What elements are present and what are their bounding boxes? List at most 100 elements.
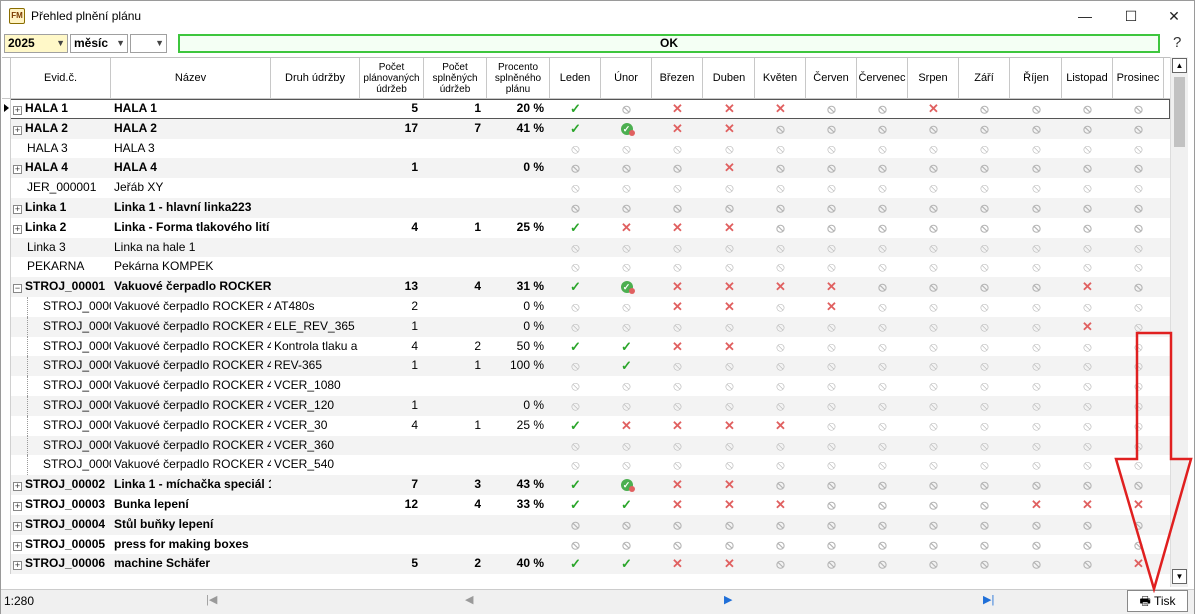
cell-month-status[interactable]: ⦸ (652, 436, 703, 456)
cell-month-status[interactable]: ⦸ (601, 178, 652, 198)
cell-month-status[interactable]: ⦸ (1011, 554, 1062, 574)
filter-select[interactable]: ▼ (130, 34, 167, 53)
cell-month-status[interactable]: ⦸ (704, 317, 755, 337)
cell-month-status[interactable]: ⦸ (1062, 515, 1113, 535)
expand-icon[interactable]: + (13, 520, 22, 531)
cell-month-status[interactable]: ⦸ (908, 277, 959, 297)
cell-month-status[interactable]: ⦸ (601, 158, 652, 178)
cell-month-status[interactable]: ⦸ (755, 376, 806, 396)
cell-month-status[interactable]: ⦸ (1011, 178, 1062, 198)
cell-month-status[interactable]: ⦸ (857, 535, 908, 555)
cell-month-status[interactable]: ⦸ (908, 139, 959, 159)
cell-month-status[interactable]: ✕ (704, 277, 755, 297)
cell-month-status[interactable]: ⦸ (601, 436, 652, 456)
cell-month-status[interactable]: ✕ (806, 297, 857, 317)
cell-month-status[interactable]: ⦸ (959, 337, 1010, 357)
column-header-month[interactable]: Září (959, 58, 1010, 99)
cell-month-status[interactable]: ⦸ (806, 218, 857, 238)
cell-month-status[interactable]: ⦸ (601, 297, 652, 317)
cell-month-status[interactable]: ⦸ (550, 178, 601, 198)
cell-month-status[interactable]: ⦸ (1011, 436, 1062, 456)
cell-month-status[interactable]: ✕ (652, 277, 703, 297)
cell-month-status[interactable]: ⦸ (857, 455, 908, 475)
cell-month-status[interactable]: ⦸ (1062, 99, 1113, 119)
cell-month-status[interactable]: ⦸ (550, 198, 601, 218)
cell-month-status[interactable]: ⦸ (908, 198, 959, 218)
cell-month-status[interactable]: ⦸ (550, 436, 601, 456)
cell-month-status[interactable]: ⦸ (550, 139, 601, 159)
cell-month-status[interactable]: ✕ (704, 337, 755, 357)
cell-month-status[interactable]: ⦸ (1113, 416, 1164, 436)
row-selector[interactable] (2, 118, 11, 139)
cell-month-status[interactable]: ⦸ (550, 396, 601, 416)
expand-icon[interactable]: + (13, 540, 22, 551)
cell-month-status[interactable]: ⦸ (806, 119, 857, 139)
cell-month-status[interactable]: ⦸ (908, 356, 959, 376)
cell-month-status[interactable]: ⦸ (857, 376, 908, 396)
cell-month-status[interactable]: ⦸ (1113, 99, 1164, 119)
cell-month-status[interactable]: ⦸ (857, 257, 908, 277)
cell-month-status[interactable]: ⦸ (959, 297, 1010, 317)
close-button[interactable]: ✕ (1168, 8, 1180, 24)
cell-month-status[interactable]: ⦸ (959, 178, 1010, 198)
row-selector[interactable] (2, 495, 11, 515)
cell-month-status[interactable]: ⦸ (806, 198, 857, 218)
cell-month-status[interactable]: ✕ (601, 416, 652, 436)
row-selector[interactable] (2, 178, 11, 198)
row-selector[interactable] (2, 554, 11, 575)
table-row[interactable]: + STROJ_00003 Bunka lepení 12 4 33 % ✓ ✓ ✕ ✕ ✕ ⦸ ⦸ ⦸ ⦸… (2, 495, 1170, 515)
cell-month-status[interactable]: ⦸ (959, 277, 1010, 297)
cell-month-status[interactable]: ⦸ (652, 376, 703, 396)
cell-month-status[interactable]: ⦸ (1113, 396, 1164, 416)
cell-month-status[interactable]: ⦸ (550, 515, 601, 535)
cell-month-status[interactable]: ⦸ (755, 337, 806, 357)
column-header-nazev[interactable]: Název (111, 58, 271, 99)
cell-month-status[interactable]: ⦸ (550, 297, 601, 317)
cell-month-status[interactable]: ⦸ (1062, 356, 1113, 376)
column-header-month[interactable]: Říjen (1011, 58, 1062, 99)
cell-month-status[interactable]: ⦸ (755, 257, 806, 277)
cell-month-status[interactable]: ✓ (601, 119, 652, 139)
cell-month-status[interactable]: ✕ (704, 218, 755, 238)
cell-month-status[interactable]: ⦸ (857, 238, 908, 258)
cell-month-status[interactable]: ⦸ (959, 238, 1010, 258)
row-selector[interactable] (2, 534, 11, 555)
column-header-done[interactable]: Počet splněných údržeb (424, 58, 487, 99)
cell-month-status[interactable]: ⦸ (857, 297, 908, 317)
cell-month-status[interactable]: ⦸ (704, 396, 755, 416)
cell-month-status[interactable]: ⦸ (755, 198, 806, 218)
cell-month-status[interactable]: ⦸ (704, 376, 755, 396)
expand-icon[interactable]: + (13, 164, 22, 175)
cell-month-status[interactable]: ⦸ (1062, 218, 1113, 238)
period-select[interactable]: měsíc ▼ (70, 34, 128, 53)
expand-icon[interactable]: + (13, 560, 22, 571)
cell-month-status[interactable]: ⦸ (550, 158, 601, 178)
table-row[interactable]: STROJ_0000:Vakuové čerpadlo ROCKER 40 (E… (2, 316, 1170, 337)
cell-month-status[interactable]: ⦸ (806, 376, 857, 396)
table-row[interactable]: JER_000001 Jeřáb XY ⦸ ⦸ ⦸ ⦸ ⦸ ⦸ ⦸ ⦸ ⦸ ⦸ ⦸ ⦸ (2, 178, 1170, 198)
cell-month-status[interactable]: ⦸ (1062, 475, 1113, 495)
cell-month-status[interactable]: ⦸ (755, 554, 806, 574)
cell-month-status[interactable]: ⦸ (908, 238, 959, 258)
cell-month-status[interactable]: ⦸ (959, 515, 1010, 535)
cell-month-status[interactable]: ⦸ (959, 455, 1010, 475)
table-row[interactable]: + STROJ_00006 machine Schäfer 5 2 40 % ✓ ✓ ✕ ✕ ⦸ ⦸ ⦸… (2, 554, 1170, 575)
cell-month-status[interactable]: ⦸ (806, 139, 857, 159)
cell-month-status[interactable]: ⦸ (908, 396, 959, 416)
cell-month-status[interactable]: ⦸ (755, 535, 806, 555)
cell-month-status[interactable]: ⦸ (908, 515, 959, 535)
cell-month-status[interactable]: ⦸ (857, 475, 908, 495)
cell-month-status[interactable]: ⦸ (1062, 554, 1113, 574)
cell-month-status[interactable]: ⦸ (1011, 158, 1062, 178)
last-record-button[interactable]: ▶| (983, 594, 995, 606)
first-record-button[interactable]: |◀ (206, 594, 218, 606)
cell-month-status[interactable]: ⦸ (857, 495, 908, 515)
cell-month-status[interactable]: ⦸ (1062, 198, 1113, 218)
cell-month-status[interactable]: ⦸ (601, 535, 652, 555)
cell-month-status[interactable]: ⦸ (1113, 337, 1164, 357)
cell-month-status[interactable]: ⦸ (857, 139, 908, 159)
cell-month-status[interactable]: ⦸ (806, 416, 857, 436)
cell-month-status[interactable]: ⦸ (652, 535, 703, 555)
cell-month-status[interactable]: ⦸ (652, 139, 703, 159)
cell-month-status[interactable]: ⦸ (704, 515, 755, 535)
